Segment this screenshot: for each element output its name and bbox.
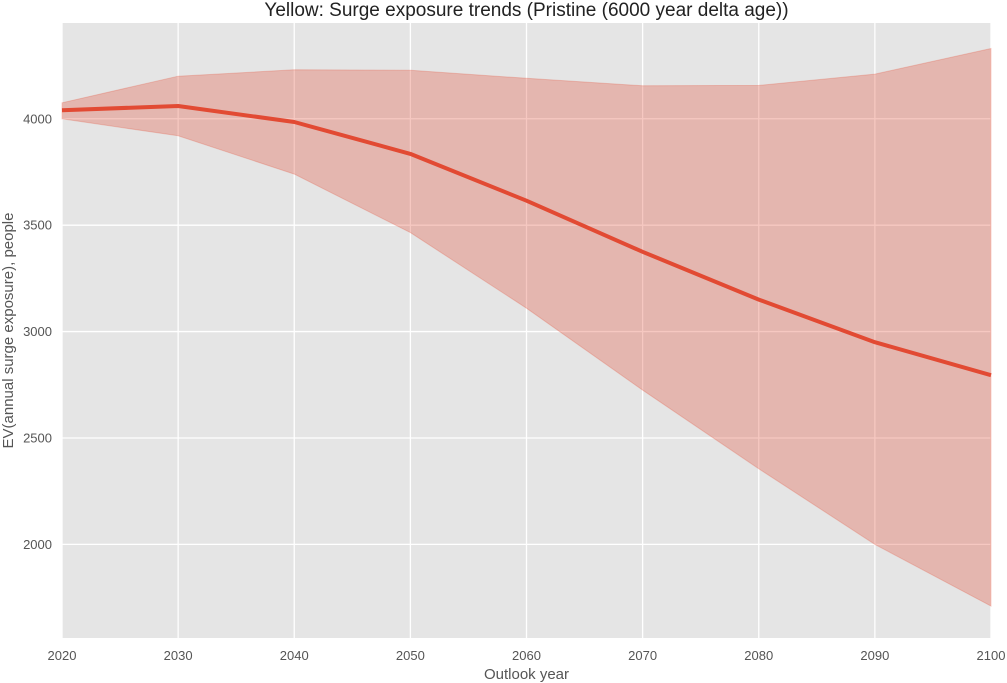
x-tick-label: 2040 [280, 648, 309, 663]
x-tick-label: 2060 [512, 648, 541, 663]
x-axis-label: Outlook year [484, 666, 569, 683]
y-tick-label: 3500 [23, 218, 52, 233]
x-tick-label: 2070 [628, 648, 657, 663]
y-tick-label: 2000 [23, 537, 52, 552]
y-axis-label: EV(annual surge exposure), people [0, 213, 17, 449]
gridlines [61, 23, 992, 638]
x-tick-label: 2020 [48, 648, 77, 663]
x-tick-label: 2030 [164, 648, 193, 663]
confidence-bands [61, 47, 992, 607]
x-tick-label: 2100 [977, 648, 1006, 663]
series-line [61, 104, 992, 378]
y-tick-label: 2500 [23, 430, 52, 445]
confidence-band [61, 47, 992, 607]
x-tick-label: 2090 [860, 648, 889, 663]
y-tick-labels: 2000 2500 3000 3500 4000 [23, 111, 52, 552]
series-lines [61, 104, 992, 378]
x-tick-label: 2050 [396, 648, 425, 663]
chart-title: Yellow: Surge exposure trends (Pristine … [264, 0, 788, 21]
y-tick-label: 3000 [23, 324, 52, 339]
x-tick-label: 2080 [744, 648, 773, 663]
x-tick-labels: 2020 2030 2040 2050 2060 2070 2080 2090 2100 [48, 648, 1006, 663]
y-tick-label: 4000 [23, 111, 52, 126]
